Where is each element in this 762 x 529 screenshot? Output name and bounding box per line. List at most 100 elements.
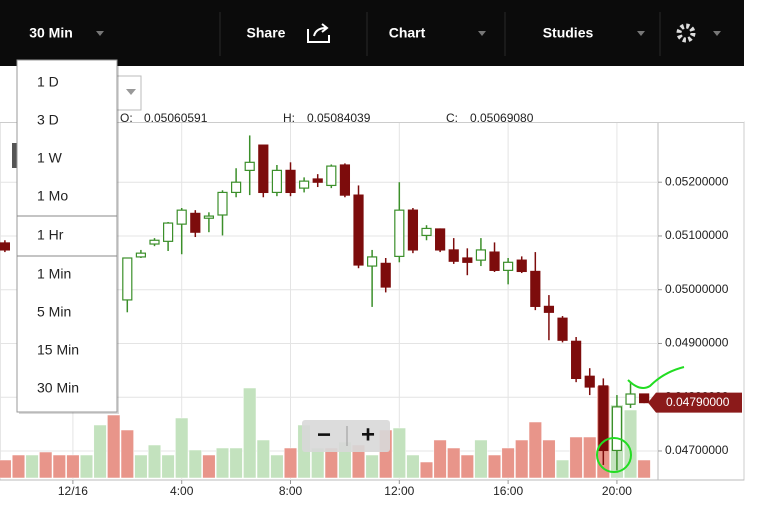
candle-body	[571, 340, 582, 380]
candle-body	[312, 178, 323, 183]
volume-bar	[283, 447, 298, 479]
volume-bar	[324, 447, 338, 479]
y-tick-label: 0.04900000	[665, 336, 729, 350]
menu-item[interactable]: 1 Mo	[37, 188, 68, 204]
y-tick-label: 0.05200000	[665, 174, 729, 188]
candle-body	[584, 375, 595, 388]
volume-bar	[515, 439, 529, 479]
annotation-check	[627, 366, 685, 389]
dropdown-arrow	[637, 31, 645, 36]
zoom-control: − +	[302, 420, 390, 452]
candle-body	[231, 181, 242, 194]
volume-bar	[11, 454, 26, 479]
volume-bar	[419, 461, 434, 479]
candle-body	[380, 262, 391, 288]
volume-bar	[147, 444, 162, 479]
interval-button[interactable]: 30 Min	[29, 25, 73, 41]
candle-body	[639, 393, 650, 404]
volume-bar	[270, 454, 284, 479]
candle-body	[217, 191, 228, 216]
high-value: 0.05084039	[307, 111, 371, 125]
menu-item[interactable]: 1 D	[37, 74, 59, 90]
y-tick-label: 0.05000000	[665, 282, 729, 296]
volume-bar	[25, 454, 39, 479]
menu-item[interactable]: 1 Min	[37, 266, 71, 282]
menu-item[interactable]: 30 Min	[37, 380, 79, 396]
volume-bar	[623, 409, 638, 479]
volume-bar	[52, 454, 66, 479]
candle-body	[163, 222, 174, 242]
interval-menu: 1 D 3 D 1 W 1 Mo 1 Hr 1 Min 5 Min 15 Min…	[16, 59, 119, 414]
x-tick-label: 4:00	[170, 484, 194, 498]
volume-bar	[79, 454, 94, 479]
candle-body	[611, 406, 623, 452]
zoom-bg	[302, 420, 390, 452]
x-tick-label: 8:00	[279, 484, 303, 498]
last-price-tag	[648, 392, 742, 413]
candle-body	[149, 239, 160, 245]
toolbar-bg	[0, 0, 744, 66]
volume-bar	[120, 429, 134, 479]
volume-bar	[447, 447, 461, 479]
volume-bar	[406, 454, 420, 479]
candle-body	[244, 161, 255, 171]
volume-bar	[39, 451, 53, 479]
volume-bar	[311, 447, 325, 479]
share-button[interactable]: Share	[247, 25, 286, 41]
candle-body	[394, 209, 405, 257]
volume-bar	[0, 459, 12, 479]
zoom-out[interactable]: −	[317, 421, 331, 448]
candle-body	[353, 194, 364, 266]
volume-bar	[433, 439, 447, 479]
candle-body	[489, 251, 500, 271]
volume-bar	[229, 447, 243, 479]
volume-bar	[528, 421, 542, 479]
candle-body	[135, 252, 147, 258]
menu-item[interactable]: 3 D	[37, 112, 59, 128]
open-label: O:	[120, 111, 133, 125]
candle-body	[435, 228, 446, 251]
y-tick-label: 0.05100000	[665, 228, 729, 242]
menu-item[interactable]: 5 Min	[37, 304, 71, 320]
volume-bar	[175, 417, 189, 479]
volume-bar	[474, 439, 488, 479]
candle-body	[407, 209, 419, 251]
volume-bar	[215, 447, 230, 479]
close-label: C:	[446, 111, 458, 125]
x-tick-label: 12:00	[384, 484, 414, 498]
candle-body	[271, 169, 283, 194]
volume-bar	[555, 459, 570, 479]
menu-item[interactable]: 15 Min	[37, 342, 79, 358]
menu-item[interactable]: 1 Hr	[37, 227, 64, 243]
volume-bar	[243, 387, 257, 479]
volume-bar	[188, 449, 202, 479]
candle-body	[339, 164, 351, 196]
gear-hole	[683, 30, 689, 36]
zoom-in[interactable]: +	[361, 421, 375, 448]
studies-button[interactable]: Studies	[543, 25, 594, 41]
volume-bar	[392, 427, 406, 479]
x-tick-label: 12/16	[58, 484, 88, 498]
close-value: 0.05069080	[470, 111, 534, 125]
candle-body	[421, 227, 432, 237]
candle-body	[203, 215, 215, 219]
volume-bar	[365, 454, 379, 479]
toolbar: 30 Min Share Chart Studies	[0, 0, 744, 66]
annotation-circle	[596, 437, 632, 473]
share-icon	[307, 23, 330, 43]
candle-body	[503, 261, 514, 271]
menu-item[interactable]: 1 W	[37, 150, 63, 166]
dropdown-arrow	[713, 31, 721, 36]
volume-bar	[161, 454, 175, 479]
select-arrow	[126, 89, 136, 95]
side-handle	[12, 143, 20, 168]
frame-top	[0, 122, 744, 123]
candle-body	[258, 144, 269, 194]
candle-body	[557, 317, 568, 341]
x-tick-label: 16:00	[493, 484, 523, 498]
y-tick-label: 0.04700000	[665, 443, 729, 457]
settings-gear[interactable]	[676, 23, 696, 43]
candle-body	[122, 257, 133, 301]
chart-button[interactable]: Chart	[389, 25, 426, 41]
